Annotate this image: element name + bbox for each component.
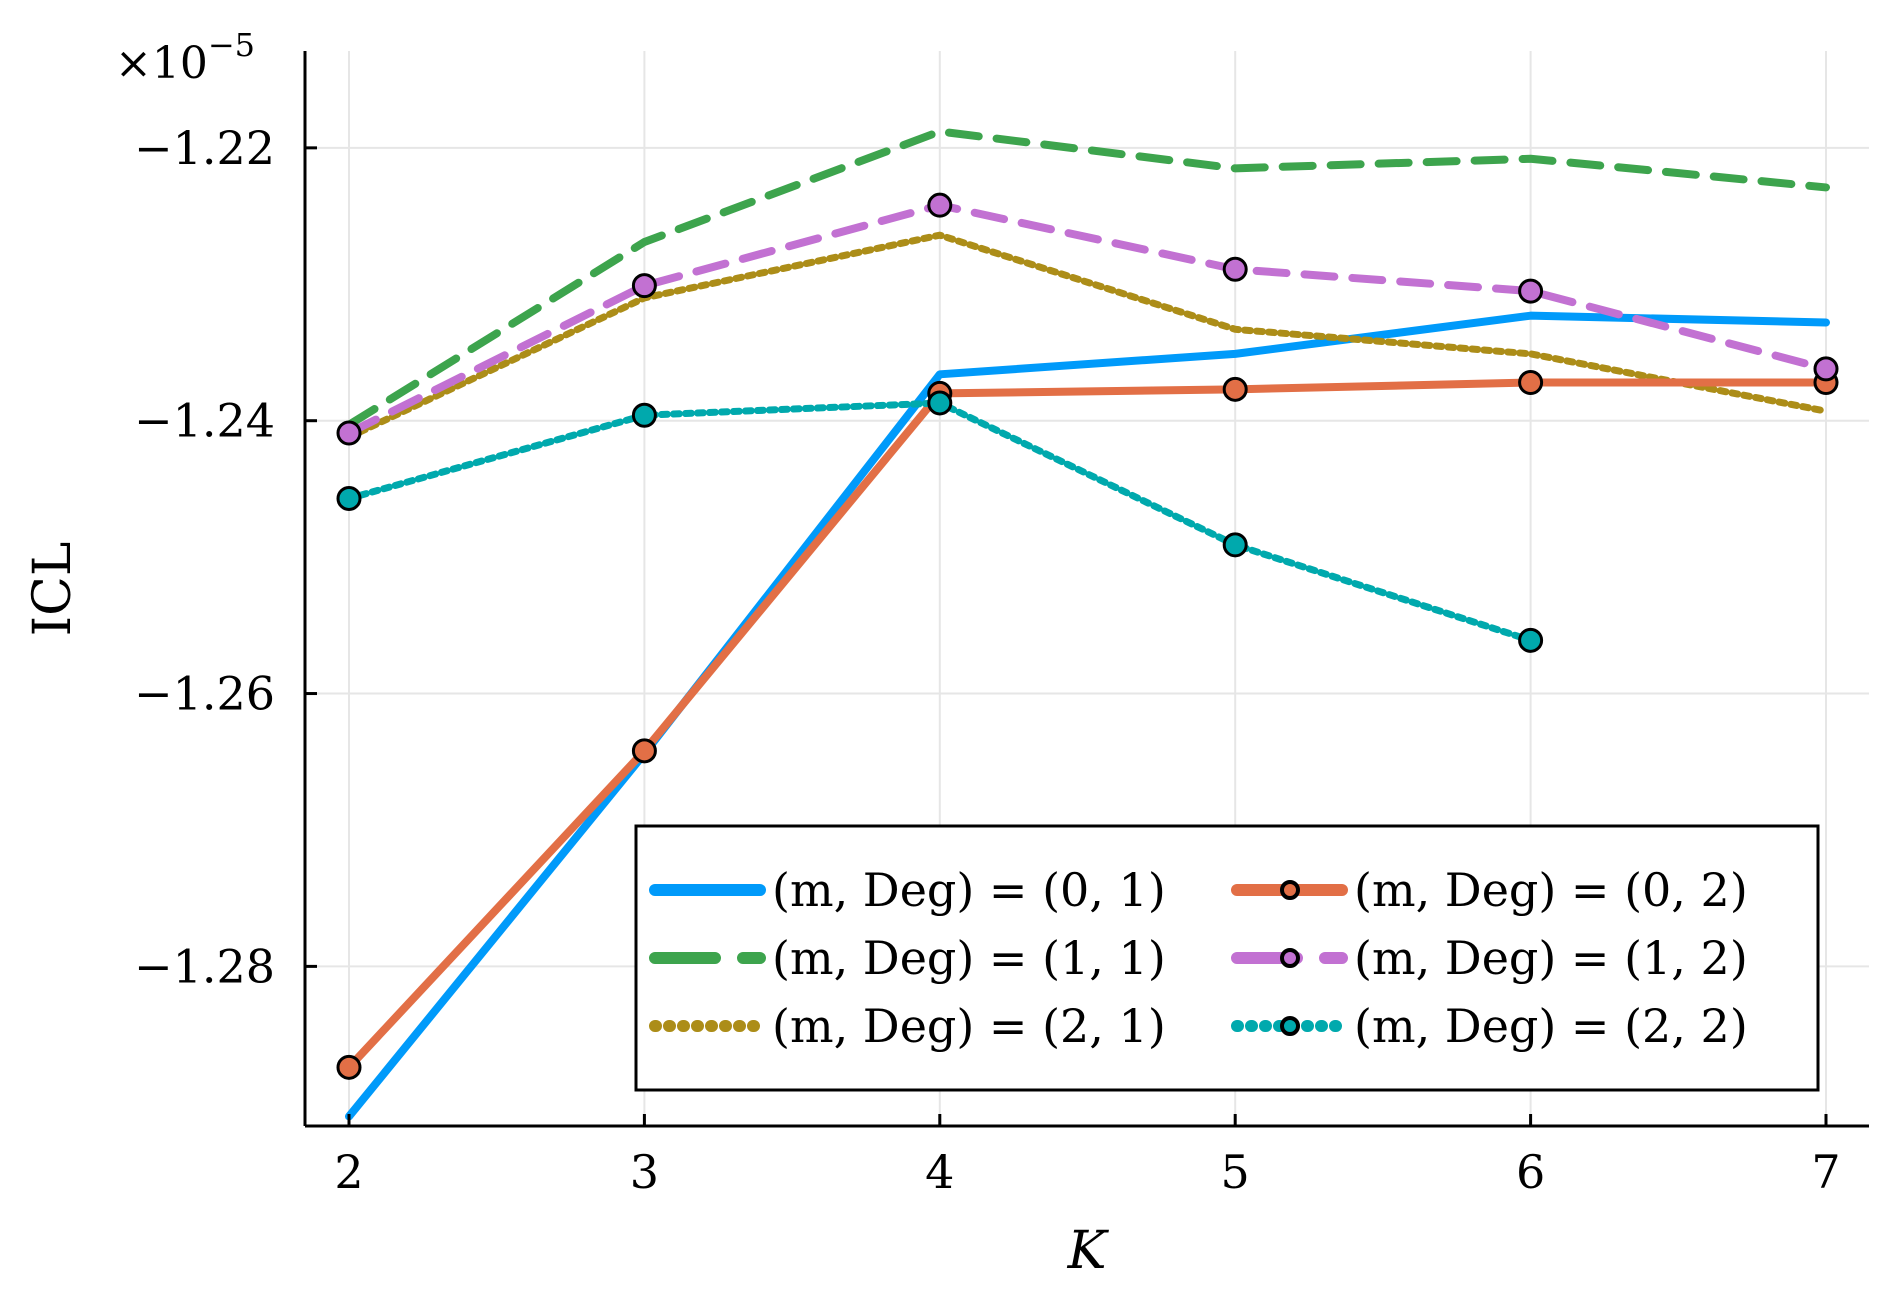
legend-swatch-marker	[1280, 948, 1300, 968]
y-tick-label: −1.26	[134, 667, 275, 721]
x-tick-label: 2	[334, 1145, 363, 1199]
x-tick-label: 6	[1516, 1145, 1545, 1199]
data-point-marker	[631, 402, 657, 428]
y-tick-label: −1.22	[134, 121, 275, 175]
legend-label: (m, Deg) = (2, 2)	[1354, 999, 1748, 1053]
data-point-marker	[1813, 356, 1839, 382]
series-line-4	[345, 201, 1830, 437]
legend-swatch-marker	[1280, 1016, 1300, 1036]
data-point-marker	[336, 1054, 362, 1080]
legend-label: (m, Deg) = (1, 2)	[1354, 931, 1748, 985]
legend: (m, Deg) = (0, 1) (m, Deg) = (1, 1) (m, De…	[634, 824, 1820, 1092]
x-tick-label: 5	[1221, 1145, 1250, 1199]
data-point-marker	[1222, 376, 1248, 402]
data-point-marker	[1518, 627, 1544, 653]
tick-labels: 2 3 4 5 6 7 −1.22 −1.24 −1.26 −1.28	[134, 121, 1841, 1199]
legend-swatch-marker	[1280, 880, 1300, 900]
y-axis-title: ICL	[23, 542, 83, 637]
legend-label: (m, Deg) = (0, 2)	[1354, 863, 1748, 917]
data-point-marker	[631, 273, 657, 299]
legend-label: (m, Deg) = (1, 1)	[772, 931, 1166, 985]
series-line-2	[345, 231, 1830, 441]
data-point-marker	[1518, 278, 1544, 304]
data-point-marker	[1222, 532, 1248, 558]
y-tick-label: −1.24	[134, 394, 275, 448]
series-line-1	[345, 127, 1830, 429]
y-multiplier-label: ×10−5	[115, 26, 255, 89]
data-point-marker	[1222, 256, 1248, 282]
data-point-marker	[927, 192, 953, 218]
series-group	[336, 127, 1839, 1121]
data-point-marker	[336, 420, 362, 446]
axes	[303, 51, 1869, 1128]
legend-label: (m, Deg) = (0, 1)	[772, 863, 1166, 917]
x-axis-title: K	[1067, 1221, 1110, 1281]
legend-label: (m, Deg) = (2, 1)	[772, 999, 1166, 1053]
series-line-3	[345, 378, 1830, 1072]
series-line-0	[345, 311, 1830, 1121]
series-layer	[336, 127, 1839, 1121]
y-tick-label: −1.28	[134, 939, 275, 993]
data-point-marker	[927, 390, 953, 416]
x-tick-label: 7	[1811, 1145, 1840, 1199]
x-tick-label: 3	[630, 1145, 659, 1199]
legend-box	[634, 824, 1820, 1092]
data-point-marker	[631, 738, 657, 764]
x-tick-label: 4	[925, 1145, 954, 1199]
data-point-marker	[336, 485, 362, 511]
data-point-marker	[1518, 370, 1544, 396]
